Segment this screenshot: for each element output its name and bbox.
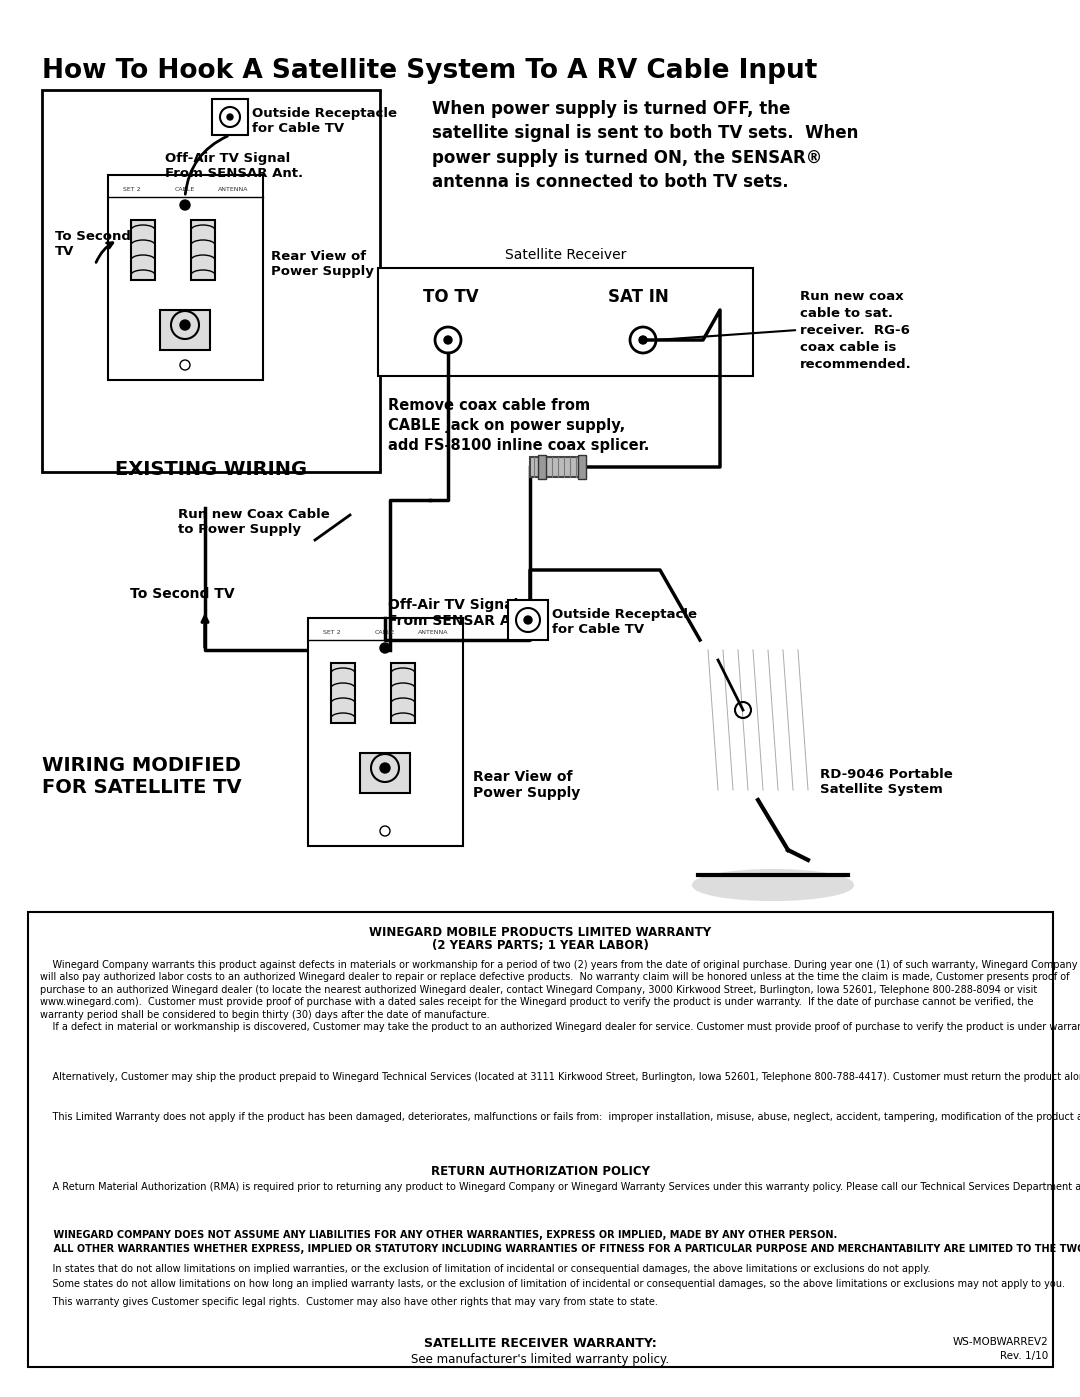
Text: How To Hook A Satellite System To A RV Cable Input: How To Hook A Satellite System To A RV C… (42, 59, 818, 84)
Text: ANTENNA: ANTENNA (217, 187, 248, 191)
Bar (538, 455, 546, 479)
Circle shape (180, 320, 190, 330)
Bar (360, 753, 410, 793)
Bar (108, 175, 264, 380)
Bar (160, 310, 210, 351)
Text: Winegard Company warrants this product against defects in materials or workmansh: Winegard Company warrants this product a… (40, 960, 1078, 1020)
Text: A Return Material Authorization (RMA) is required prior to returning any product: A Return Material Authorization (RMA) is… (40, 1182, 1080, 1192)
Text: (2 YEARS PARTS; 1 YEAR LABOR): (2 YEARS PARTS; 1 YEAR LABOR) (432, 939, 649, 951)
Text: Outside Receptacle
for Cable TV: Outside Receptacle for Cable TV (552, 608, 697, 636)
Text: ANTENNA: ANTENNA (418, 630, 448, 636)
Text: Outside Receptacle
for Cable TV: Outside Receptacle for Cable TV (252, 108, 397, 136)
Bar (42, 89, 380, 472)
Bar (131, 219, 156, 279)
Text: CABLE: CABLE (375, 630, 395, 636)
Bar (191, 219, 215, 279)
Text: Some states do not allow limitations on how long an implied warranty lasts, or t: Some states do not allow limitations on … (40, 1280, 1065, 1289)
Text: RD-9046 Portable
Satellite System: RD-9046 Portable Satellite System (820, 768, 953, 796)
Text: SET 2: SET 2 (123, 187, 140, 191)
Text: In states that do not allow limitations on implied warranties, or the exclusion : In states that do not allow limitations … (40, 1264, 931, 1274)
Text: WIRING MODIFIED
FOR SATELLITE TV: WIRING MODIFIED FOR SATELLITE TV (42, 756, 242, 798)
Text: Rear View of
Power Supply: Rear View of Power Supply (473, 770, 580, 800)
Text: Rear View of
Power Supply: Rear View of Power Supply (271, 250, 374, 278)
Text: WINEGARD COMPANY DOES NOT ASSUME ANY LIABILITIES FOR ANY OTHER WARRANTIES, EXPRE: WINEGARD COMPANY DOES NOT ASSUME ANY LIA… (40, 1229, 837, 1241)
Text: ALL OTHER WARRANTIES WHETHER EXPRESS, IMPLIED OR STATUTORY INCLUDING WARRANTIES : ALL OTHER WARRANTIES WHETHER EXPRESS, IM… (40, 1243, 1080, 1255)
Circle shape (524, 616, 532, 624)
Bar (28, 912, 1053, 1368)
Text: This warranty gives Customer specific legal rights.  Customer may also have othe: This warranty gives Customer specific le… (40, 1296, 658, 1308)
Bar (530, 457, 586, 476)
Text: See manufacturer's limited warranty policy.: See manufacturer's limited warranty poli… (411, 1354, 670, 1366)
Text: Alternatively, Customer may ship the product prepaid to Winegard Technical Servi: Alternatively, Customer may ship the pro… (40, 1071, 1080, 1083)
Text: SAT IN: SAT IN (608, 288, 669, 306)
Bar (508, 599, 548, 640)
Text: RETURN AUTHORIZATION POLICY: RETURN AUTHORIZATION POLICY (431, 1165, 650, 1178)
Text: When power supply is turned OFF, the
satellite signal is sent to both TV sets.  : When power supply is turned OFF, the sat… (432, 101, 859, 191)
Text: SET 2: SET 2 (323, 630, 340, 636)
Bar (578, 455, 586, 479)
Circle shape (444, 337, 453, 344)
Text: Remove coax cable from
CABLE jack on power supply,
add FS-8100 inline coax splic: Remove coax cable from CABLE jack on pow… (388, 398, 649, 453)
Bar (212, 99, 248, 136)
Text: Satellite Receiver: Satellite Receiver (504, 249, 626, 263)
Text: SATELLITE RECEIVER WARRANTY:: SATELLITE RECEIVER WARRANTY: (424, 1337, 657, 1350)
Text: To Second
TV: To Second TV (55, 231, 131, 258)
Text: WS-MOBWARREV2
Rev. 1/10: WS-MOBWARREV2 Rev. 1/10 (953, 1337, 1048, 1361)
Text: This Limited Warranty does not apply if the product has been damaged, deteriorat: This Limited Warranty does not apply if … (40, 1112, 1080, 1122)
Ellipse shape (693, 870, 853, 900)
Text: To Second TV: To Second TV (130, 587, 234, 601)
Circle shape (180, 200, 190, 210)
Bar (308, 617, 463, 847)
Circle shape (639, 337, 647, 344)
Text: TO TV: TO TV (423, 288, 478, 306)
Circle shape (380, 763, 390, 773)
Text: EXISTING WIRING: EXISTING WIRING (114, 460, 307, 479)
Bar (391, 664, 415, 724)
Text: Off-Air TV Signal
From SENSAR Ant.: Off-Air TV Signal From SENSAR Ant. (388, 598, 532, 629)
Ellipse shape (685, 623, 832, 817)
Text: WINEGARD MOBILE PRODUCTS LIMITED WARRANTY: WINEGARD MOBILE PRODUCTS LIMITED WARRANT… (369, 926, 712, 939)
Circle shape (227, 115, 233, 120)
Bar (378, 268, 753, 376)
Bar (330, 664, 355, 724)
Text: If a defect in material or workmanship is discovered, Customer may take the prod: If a defect in material or workmanship i… (40, 1023, 1080, 1032)
Text: CABLE: CABLE (175, 187, 195, 191)
Circle shape (380, 643, 390, 652)
Text: Run new Coax Cable
to Power Supply: Run new Coax Cable to Power Supply (178, 509, 329, 536)
Text: Off-Air TV Signal
From SENSAR Ant.: Off-Air TV Signal From SENSAR Ant. (165, 152, 303, 180)
Text: Run new coax
cable to sat.
receiver.  RG-6
coax cable is
recommended.: Run new coax cable to sat. receiver. RG-… (800, 291, 912, 372)
